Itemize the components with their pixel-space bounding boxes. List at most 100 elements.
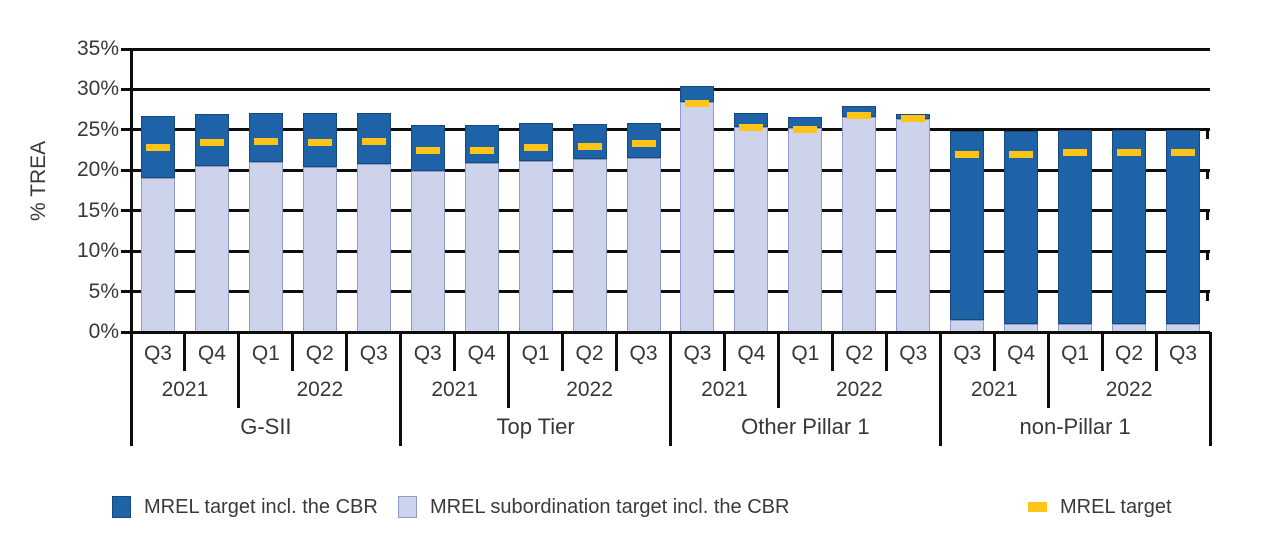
y-axis-tick <box>121 168 131 172</box>
quarter-label: Q3 <box>899 341 928 365</box>
mrel-target-marker <box>1009 150 1034 158</box>
bar-segment-mrel-target-incl-cbr <box>1058 129 1093 324</box>
quarter-divider <box>830 332 834 371</box>
quarter-label: Q3 <box>1169 341 1198 365</box>
year-divider <box>776 332 780 408</box>
quarter-label: Q4 <box>737 341 766 365</box>
bar-segment-mrel-subordination-target <box>410 171 445 332</box>
quarter-label: Q3 <box>413 341 442 365</box>
legend-label: MREL target <box>1060 495 1172 518</box>
legend-item-mrel-target: MREL target <box>1028 492 1172 522</box>
quarter-divider <box>453 332 457 371</box>
mrel-target-marker <box>685 100 710 108</box>
mrel-target-marker <box>469 146 494 154</box>
bar-segment-mrel-target-incl-cbr <box>1112 129 1147 324</box>
gridline <box>131 249 1210 253</box>
bar-segment-mrel-subordination-target <box>680 102 715 332</box>
y-axis-tick <box>121 47 131 51</box>
legend-label: MREL subordination target incl. the CBR <box>430 495 790 518</box>
mrel-target-marker <box>145 144 170 152</box>
quarter-divider <box>884 332 888 371</box>
y-axis-label: 15% <box>76 198 119 222</box>
quarter-label: Q4 <box>467 341 496 365</box>
year-label: 2021 <box>701 377 748 401</box>
bar-segment-mrel-subordination-target <box>140 177 175 332</box>
gridline <box>131 209 1210 213</box>
gridline <box>131 47 1210 51</box>
gridline-end-tick <box>1206 291 1209 301</box>
group-label: Top Tier <box>496 414 575 439</box>
group-label: G-SII <box>240 414 292 439</box>
bar-segment-mrel-subordination-target <box>248 162 283 332</box>
quarter-divider <box>615 332 619 371</box>
bar-segment-mrel-target-incl-cbr <box>572 124 607 159</box>
bar-segment-mrel-subordination-target <box>302 167 337 332</box>
y-axis-label: 20% <box>76 158 119 182</box>
legend-item-mrel-target-incl-cbr: MREL target incl. the CBR <box>112 492 378 522</box>
quarter-divider <box>345 332 349 371</box>
mrel-target-marker <box>793 125 818 133</box>
y-axis-line <box>129 47 133 445</box>
year-divider <box>1046 332 1050 408</box>
bar-segment-mrel-subordination-target <box>356 163 391 332</box>
y-axis-tick <box>121 87 131 91</box>
bar-segment-mrel-subordination-target <box>518 160 553 332</box>
bar-segment-mrel-subordination-target <box>788 128 823 332</box>
quarter-label: Q2 <box>1115 341 1144 365</box>
quarter-label: Q3 <box>629 341 658 365</box>
mrel-target-marker <box>1063 148 1088 156</box>
group-label: Other Pillar 1 <box>741 414 870 439</box>
quarter-divider <box>561 332 565 371</box>
year-label: 2022 <box>835 377 883 401</box>
mrel-target-marker <box>1117 148 1142 156</box>
bar-segment-mrel-subordination-target <box>896 119 931 332</box>
quarter-label: Q4 <box>197 341 226 365</box>
y-axis-label: 0% <box>88 320 119 343</box>
mrel-target-marker <box>847 111 872 119</box>
gridline-end-tick <box>1206 210 1209 220</box>
year-label: 2022 <box>296 377 344 401</box>
mrel-target-marker <box>253 137 278 145</box>
gridline-end-tick <box>1206 251 1209 261</box>
quarter-divider <box>183 332 187 371</box>
legend-swatch-dark-blue <box>112 496 131 518</box>
gridline <box>131 168 1210 172</box>
mrel-target-marker <box>955 151 980 159</box>
legend-label: MREL target incl. the CBR <box>144 495 378 518</box>
gridline-end-tick <box>1206 129 1209 139</box>
group-label: non-Pillar 1 <box>1019 414 1131 439</box>
year-label: 2021 <box>431 377 479 401</box>
x-axis-line <box>121 330 1210 334</box>
legend-swatch-yellow-dash <box>1028 502 1047 512</box>
quarter-label: Q2 <box>575 341 604 365</box>
group-divider <box>1208 332 1212 446</box>
year-label: 2022 <box>1105 377 1153 401</box>
bar-segment-mrel-subordination-target <box>734 126 769 332</box>
bar-segment-mrel-target-incl-cbr <box>1166 129 1201 324</box>
quarter-label: Q1 <box>521 341 550 365</box>
quarter-label: Q4 <box>1007 341 1036 365</box>
quarter-label: Q3 <box>143 341 172 365</box>
mrel-target-marker <box>1171 148 1196 156</box>
quarter-divider <box>992 332 996 371</box>
legend-item-mrel-subordination-target: MREL subordination target incl. the CBR <box>398 492 789 522</box>
group-divider <box>669 332 672 446</box>
quarter-label: Q3 <box>683 341 712 365</box>
y-axis-label: 25% <box>76 117 119 141</box>
bar-segment-mrel-target-incl-cbr <box>248 112 283 163</box>
mrel-target-marker <box>631 140 656 148</box>
bar-segment-mrel-target-incl-cbr <box>464 125 499 163</box>
bar-segment-mrel-target-incl-cbr <box>950 131 985 320</box>
mrel-target-marker <box>739 123 764 131</box>
group-divider <box>399 332 403 446</box>
gridline-end-tick <box>1206 170 1209 180</box>
quarter-label: Q1 <box>791 341 820 365</box>
y-axis-tick <box>121 128 131 132</box>
mrel-target-marker <box>307 139 332 147</box>
mrel-target-marker <box>901 115 926 123</box>
quarter-label: Q1 <box>251 341 280 365</box>
year-label: 2022 <box>566 377 613 401</box>
year-divider <box>237 332 241 408</box>
gridline <box>131 290 1210 294</box>
